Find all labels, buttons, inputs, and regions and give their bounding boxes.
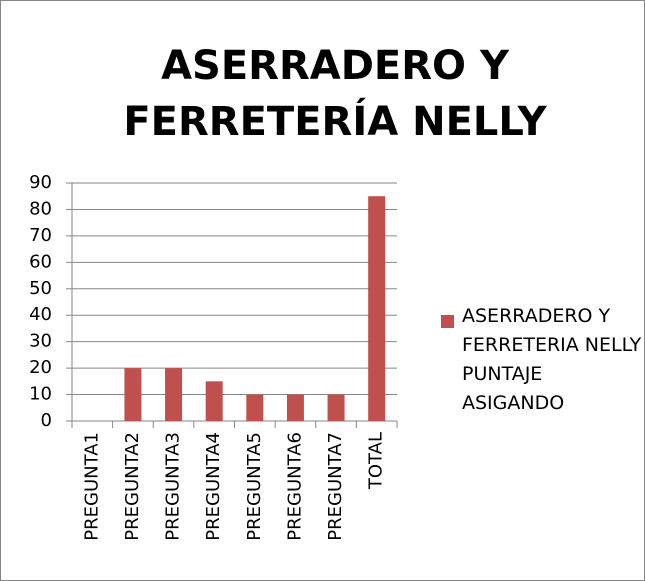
x-tick-label: PREGUNTA5 <box>244 432 265 541</box>
x-tick-label: PREGUNTA2 <box>122 432 143 541</box>
x-tick-label: PREGUNTA7 <box>325 432 346 541</box>
bar <box>205 381 223 421</box>
y-tick-label: 0 <box>41 410 52 431</box>
bar <box>327 394 345 421</box>
legend-label: ASERRADERO Y FERRETERIA NELLY PUNTAJE AS… <box>462 305 642 414</box>
bar <box>165 368 183 421</box>
y-tick-label: 60 <box>29 251 52 272</box>
y-tick-label: 10 <box>29 384 52 405</box>
chart-title: ASERRADERO Y FERRETERÍA NELLY <box>123 43 547 145</box>
x-tick-label: PREGUNTA1 <box>81 432 102 541</box>
bar <box>286 394 304 421</box>
bar <box>246 394 264 421</box>
x-tick-label: TOTAL <box>366 432 387 490</box>
x-tick-label: PREGUNTA6 <box>284 432 305 541</box>
y-tick-label: 50 <box>29 278 52 299</box>
y-tick-label: 80 <box>29 198 52 219</box>
x-tick-label: PREGUNTA4 <box>203 432 224 541</box>
x-tick-label: PREGUNTA3 <box>163 432 184 541</box>
y-tick-label: 90 <box>29 172 52 193</box>
y-tick-label: 70 <box>29 225 52 246</box>
y-tick-label: 30 <box>29 331 52 352</box>
y-tick-label: 20 <box>29 357 52 378</box>
bar <box>124 368 142 421</box>
bar <box>368 196 386 421</box>
y-tick-label: 40 <box>29 304 52 325</box>
legend-key <box>441 315 454 328</box>
